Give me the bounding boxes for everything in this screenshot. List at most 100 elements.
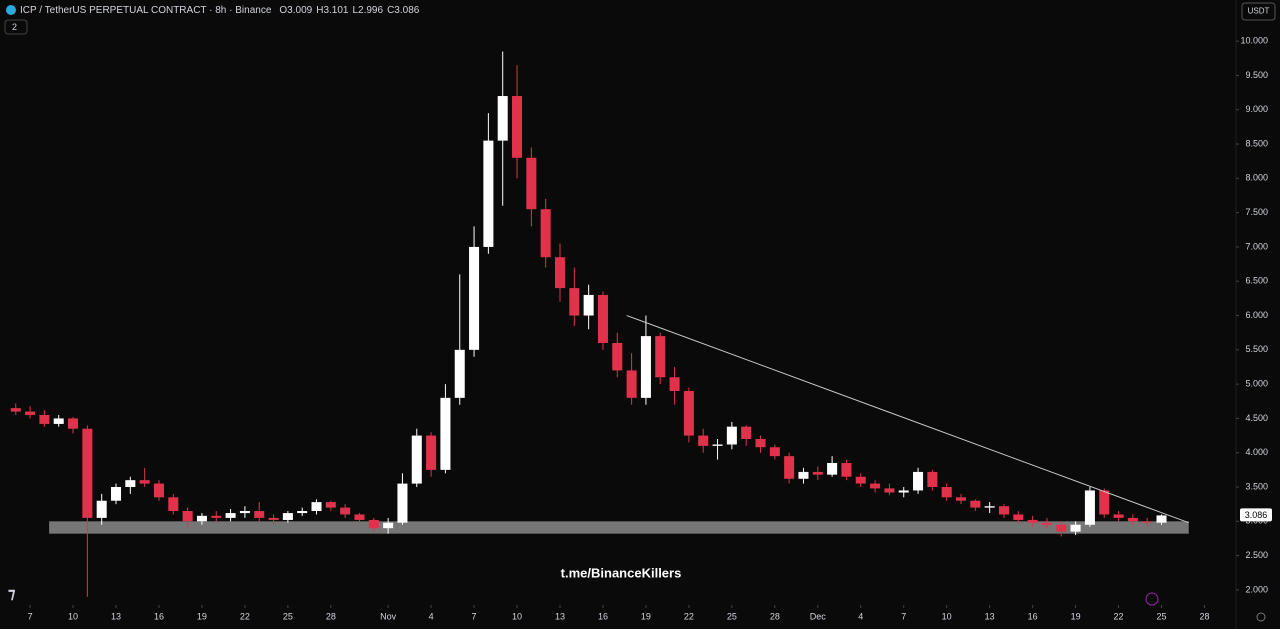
candle-body	[10, 408, 21, 412]
candle-body	[82, 428, 93, 518]
x-tick-label: 19	[1071, 611, 1081, 621]
candle-body	[168, 497, 179, 512]
candle-body	[39, 414, 50, 424]
candle-body	[855, 476, 866, 484]
candle-body	[984, 506, 995, 508]
x-tick-label: 16	[154, 611, 164, 621]
candle-body	[239, 511, 250, 514]
candle-body	[268, 517, 279, 520]
candle-body	[655, 336, 666, 378]
ohlc-label: O	[279, 5, 287, 16]
candle-body	[254, 511, 265, 518]
y-tick-label: 4.500	[1245, 413, 1268, 423]
candle-body	[755, 439, 766, 448]
candle-body	[956, 497, 967, 501]
candle-body	[898, 490, 909, 493]
alert-icon[interactable]	[1145, 592, 1159, 606]
x-tick-label: 25	[283, 611, 293, 621]
currency-button[interactable]	[1241, 2, 1276, 21]
candle-body	[311, 502, 322, 512]
support-zone	[49, 521, 1189, 534]
candle-body	[383, 522, 394, 529]
candle-body	[526, 157, 537, 210]
candle-body	[970, 500, 981, 508]
last-price-tag	[1240, 508, 1272, 522]
watermark: t.me/BinanceKillers	[561, 565, 682, 580]
candle-body	[125, 480, 136, 488]
x-tick-label: 10	[68, 611, 78, 621]
candle-body	[1142, 521, 1153, 523]
candle-body	[841, 463, 852, 477]
ohlc-value: 3.009	[287, 5, 312, 16]
candle-body	[1113, 514, 1124, 518]
candle-body	[1013, 514, 1024, 520]
candle-body	[1041, 522, 1052, 525]
x-tick-label: 25	[727, 611, 737, 621]
candle-body	[870, 483, 881, 489]
candle-body	[211, 515, 222, 518]
symbol-icon	[6, 5, 16, 15]
candle-body	[612, 342, 623, 371]
x-tick-label: 19	[197, 611, 207, 621]
x-tick-label: 22	[1114, 611, 1124, 621]
candle-body	[53, 418, 64, 424]
candle-body	[68, 418, 79, 429]
candle-body	[683, 390, 694, 436]
x-tick-label: 10	[942, 611, 952, 621]
candle-body	[626, 370, 637, 398]
x-tick-label: 28	[326, 611, 336, 621]
candle-body	[1070, 524, 1081, 532]
candle-body	[769, 447, 780, 457]
candle-body	[225, 513, 236, 518]
y-tick-label: 2.500	[1245, 550, 1268, 560]
x-tick-label: 7	[901, 611, 906, 621]
x-tick-label: 4	[858, 611, 863, 621]
candle-body	[325, 502, 336, 508]
candle-body	[941, 487, 952, 498]
candle-body	[784, 456, 795, 479]
candle-body	[712, 444, 723, 446]
x-tick-label: 16	[598, 611, 608, 621]
candle-body	[597, 294, 608, 343]
tradingview-logo: ⁊	[8, 585, 16, 602]
candle-body	[1056, 524, 1067, 532]
y-tick-label: 4.000	[1245, 447, 1268, 457]
candle-body	[25, 411, 36, 415]
candle-body	[569, 288, 580, 316]
ohlc-value: 2.996	[358, 5, 383, 16]
x-tick-label: 19	[641, 611, 651, 621]
settings-icon[interactable]	[1256, 612, 1266, 622]
x-tick-label: 28	[770, 611, 780, 621]
x-tick-label: 22	[684, 611, 694, 621]
candle-body	[798, 471, 809, 479]
x-tick-label: 13	[555, 611, 565, 621]
y-tick-label: 9.000	[1245, 104, 1268, 114]
y-tick-label: 9.500	[1245, 70, 1268, 80]
ohlc-label: C	[387, 5, 394, 16]
candle-body	[698, 435, 709, 446]
candle-body	[998, 506, 1009, 515]
candle-body	[96, 500, 107, 518]
y-tick-label: 5.000	[1245, 379, 1268, 389]
trendline	[626, 315, 1189, 524]
x-tick-label: Nov	[380, 611, 397, 621]
y-tick-label: 8.500	[1245, 138, 1268, 148]
candle-body	[554, 257, 566, 289]
x-tick-label: Dec	[810, 611, 827, 621]
indicator-toggle[interactable]	[4, 19, 28, 35]
y-tick-label: 7.000	[1245, 241, 1268, 251]
candle-body	[440, 397, 451, 470]
x-tick-label: 7	[472, 611, 477, 621]
y-tick-label: 2.000	[1245, 584, 1268, 594]
y-tick-label: 7.500	[1245, 207, 1268, 217]
candle-body	[812, 471, 823, 475]
candle-body	[512, 96, 523, 158]
x-tick-label: 28	[1199, 611, 1209, 621]
plot	[10, 51, 1189, 597]
x-tick-label: 13	[111, 611, 121, 621]
candle-body	[282, 513, 293, 520]
ohlc-label: L	[352, 5, 358, 16]
candle-body	[411, 435, 422, 484]
ohlc-value: 3.086	[394, 5, 419, 16]
